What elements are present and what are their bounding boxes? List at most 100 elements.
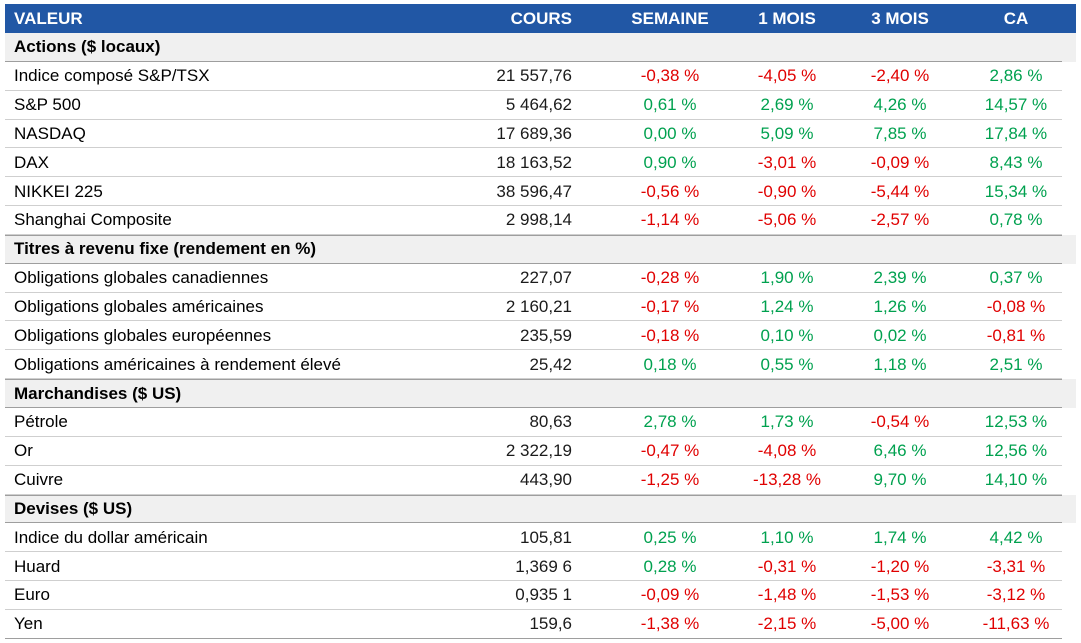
row-label: Obligations globales américaines: [14, 297, 264, 317]
market-performance-table: VALEUR COURS SEMAINE 1 MOIS 3 MOIS CA Ac…: [5, 4, 1076, 639]
cours-value: 1,369 6: [515, 556, 572, 576]
1-mois-value: -13,28 %: [752, 470, 822, 490]
semaine-value: -1,25 %: [640, 470, 700, 490]
ca-value: 17,84 %: [984, 123, 1048, 143]
cours-value: 80,63: [529, 412, 572, 432]
3-mois-value: 0,02 %: [873, 325, 927, 345]
3-mois-value: 6,46 %: [873, 441, 927, 461]
3-mois-value: 2,39 %: [873, 268, 927, 288]
row-label: NIKKEI 225: [14, 181, 103, 201]
cours-value: 5 464,62: [505, 95, 572, 115]
table-row: Obligations globales américaines 2 160,21…: [5, 293, 1076, 322]
3-mois-value: -2,40 %: [870, 66, 930, 86]
section-header-row: Actions ($ locaux): [5, 33, 1076, 62]
row-label: Or: [14, 441, 33, 461]
table-row: NIKKEI 225 38 596,47 -0,56 % -0,90 % -5,44 %…: [5, 177, 1076, 206]
table-row: Euro 0,935 1 -0,09 % -1,48 % -1,53 % -3,12 %: [5, 581, 1076, 610]
table-row: DAX 18 163,52 0,90 % -3,01 % -0,09 % 8,43 %: [5, 148, 1076, 178]
cours-value: 18 163,52: [496, 152, 572, 172]
1-mois-value: -0,90 %: [757, 181, 817, 201]
1-mois-value: -4,08 %: [757, 441, 817, 461]
1-mois-value: 1,90 %: [760, 268, 814, 288]
ca-value: -11,63 %: [982, 614, 1050, 634]
3-mois-value: -5,00 %: [870, 614, 930, 634]
semaine-value: 2,78 %: [643, 412, 697, 432]
ca-value: 2,86 %: [989, 66, 1043, 86]
ca-value: -0,08 %: [986, 297, 1046, 317]
semaine-value: -1,38 %: [640, 614, 700, 634]
column-header-valeur: VALEUR: [14, 8, 83, 28]
row-label: NASDAQ: [14, 123, 86, 143]
row-label: Huard: [14, 556, 61, 576]
table-row: Indice composé S&P/TSX 21 557,76 -0,38 % -4…: [5, 62, 1076, 91]
1-mois-value: 0,10 %: [760, 325, 814, 345]
semaine-value: -0,09 %: [640, 585, 700, 605]
ca-value: 15,34 %: [984, 181, 1048, 201]
ca-value: -0,81 %: [986, 325, 1046, 345]
ca-value: -3,12 %: [986, 585, 1046, 605]
table-header-row: VALEUR COURS SEMAINE 1 MOIS 3 MOIS CA: [5, 4, 1076, 33]
section-title: Devises ($ US): [14, 498, 133, 518]
3-mois-value: -1,53 %: [870, 585, 930, 605]
1-mois-value: -0,31 %: [757, 556, 817, 576]
cours-value: 105,81: [520, 527, 572, 547]
1-mois-value: 1,24 %: [760, 297, 814, 317]
cours-value: 443,90: [520, 470, 572, 490]
ca-value: 2,51 %: [989, 354, 1043, 374]
table-row: Indice du dollar américain 105,81 0,25 % 1,…: [5, 523, 1076, 553]
table-row: NASDAQ 17 689,36 0,00 % 5,09 % 7,85 % 17,84 %: [5, 120, 1076, 149]
semaine-value: 0,00 %: [643, 123, 697, 143]
column-header-semaine: SEMAINE: [631, 8, 709, 28]
table-row: Huard 1,369 6 0,28 % -0,31 % -1,20 % -3,31 %: [5, 552, 1076, 581]
3-mois-value: 7,85 %: [873, 123, 927, 143]
table-row: S&P 500 5 464,62 0,61 % 2,69 % 4,26 % 14,57 %: [5, 91, 1076, 120]
cours-value: 159,6: [529, 614, 572, 634]
semaine-value: -1,14 %: [640, 210, 700, 230]
table-row: Shanghai Composite 2 998,14 -1,14 % -5,06 %…: [5, 206, 1076, 235]
1-mois-value: -2,15 %: [757, 614, 817, 634]
column-header-1-mois: 1 MOIS: [758, 8, 816, 28]
cours-value: 2 998,14: [505, 210, 572, 230]
table-row: Obligations globales européennes 235,59 -0…: [5, 321, 1076, 351]
row-label: S&P 500: [14, 95, 81, 115]
3-mois-value: 1,18 %: [873, 354, 927, 374]
3-mois-value: 1,74 %: [873, 527, 927, 547]
semaine-value: -0,28 %: [640, 268, 700, 288]
ca-value: 12,53 %: [984, 412, 1048, 432]
ca-value: 12,56 %: [984, 441, 1048, 461]
3-mois-value: -5,44 %: [870, 181, 930, 201]
table-row: Obligations globales canadiennes 227,07 -0…: [5, 264, 1076, 293]
cours-value: 38 596,47: [496, 181, 572, 201]
1-mois-value: 1,10 %: [760, 527, 814, 547]
table-row: Pétrole 80,63 2,78 % 1,73 % -0,54 % 12,53 %: [5, 408, 1076, 437]
ca-value: -3,31 %: [986, 556, 1046, 576]
3-mois-value: 4,26 %: [873, 95, 927, 115]
table-row: Obligations américaines à rendement élev…: [5, 350, 1076, 379]
semaine-value: -0,38 %: [640, 66, 700, 86]
row-label: Pétrole: [14, 412, 68, 432]
table-body: Actions ($ locaux) Indice composé S&P/TSX…: [5, 33, 1076, 639]
1-mois-value: 1,73 %: [760, 412, 814, 432]
cours-value: 21 557,76: [496, 66, 572, 86]
row-label: Shanghai Composite: [14, 210, 172, 230]
semaine-value: 0,18 %: [643, 354, 697, 374]
1-mois-value: -5,06 %: [757, 210, 817, 230]
column-header-3-mois: 3 MOIS: [871, 8, 929, 28]
1-mois-value: 5,09 %: [760, 123, 814, 143]
ca-value: 8,43 %: [989, 152, 1043, 172]
section-header-row: Marchandises ($ US): [5, 379, 1076, 408]
section-header-row: Devises ($ US): [5, 494, 1076, 524]
column-header-ca: CA: [1003, 8, 1029, 28]
row-label: Cuivre: [14, 470, 64, 490]
semaine-value: 0,28 %: [643, 556, 697, 576]
semaine-value: -0,56 %: [640, 181, 700, 201]
row-label: Euro: [14, 585, 50, 605]
3-mois-value: -0,09 %: [870, 152, 930, 172]
cours-value: 2 322,19: [505, 441, 572, 461]
3-mois-value: 9,70 %: [873, 470, 927, 490]
1-mois-value: 0,55 %: [760, 354, 814, 374]
1-mois-value: -1,48 %: [757, 585, 817, 605]
3-mois-value: -1,20 %: [870, 556, 930, 576]
1-mois-value: -4,05 %: [757, 66, 817, 86]
3-mois-value: 1,26 %: [873, 297, 927, 317]
